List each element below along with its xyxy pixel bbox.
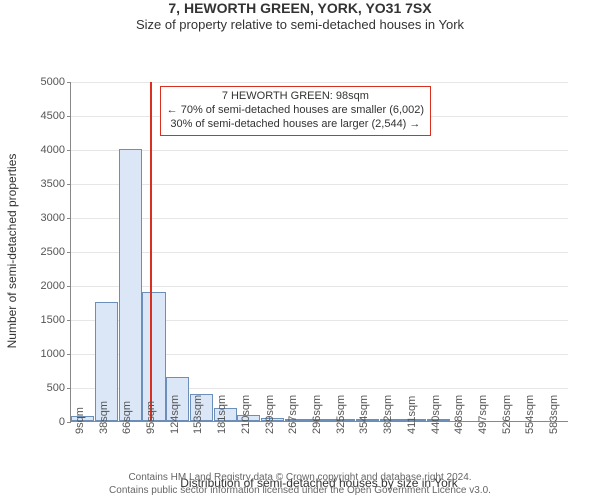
gridline <box>71 150 568 151</box>
gridline <box>71 82 568 83</box>
gridline <box>71 252 568 253</box>
gridline <box>71 286 568 287</box>
histogram-bar <box>119 149 142 421</box>
footer-line-1: Contains HM Land Registry data © Crown c… <box>0 472 600 485</box>
y-tick-label: 2000 <box>30 280 65 292</box>
gridline <box>71 218 568 219</box>
annotation-line: 30% of semi-detached houses are larger (… <box>167 118 424 132</box>
y-tick-label: 4500 <box>30 110 65 122</box>
y-axis-label: Number of semi-detached properties <box>5 151 19 351</box>
y-tick-label: 5000 <box>30 76 65 88</box>
plot-area: 7 HEWORTH GREEN: 98sqm← 70% of semi-deta… <box>70 82 568 422</box>
footer-line-2: Contains public sector information licen… <box>0 485 600 498</box>
y-tick-label: 500 <box>30 382 65 394</box>
y-tick-label: 1500 <box>30 314 65 326</box>
y-tick-label: 4000 <box>30 144 65 156</box>
gridline <box>71 184 568 185</box>
y-tick-label: 3000 <box>30 212 65 224</box>
y-tick-label: 1000 <box>30 348 65 360</box>
annotation-box: 7 HEWORTH GREEN: 98sqm← 70% of semi-deta… <box>160 86 431 135</box>
y-tick-label: 2500 <box>30 246 65 258</box>
chart-title: 7, HEWORTH GREEN, YORK, YO31 7SX <box>0 0 600 17</box>
annotation-line: 7 HEWORTH GREEN: 98sqm <box>167 90 424 104</box>
chart-subtitle: Size of property relative to semi-detach… <box>0 17 600 33</box>
annotation-line: ← 70% of semi-detached houses are smalle… <box>167 104 424 118</box>
y-tick-label: 3500 <box>30 178 65 190</box>
property-marker-line <box>150 82 152 421</box>
y-tick-label: 0 <box>30 416 65 428</box>
footer-attribution: Contains HM Land Registry data © Crown c… <box>0 472 600 497</box>
